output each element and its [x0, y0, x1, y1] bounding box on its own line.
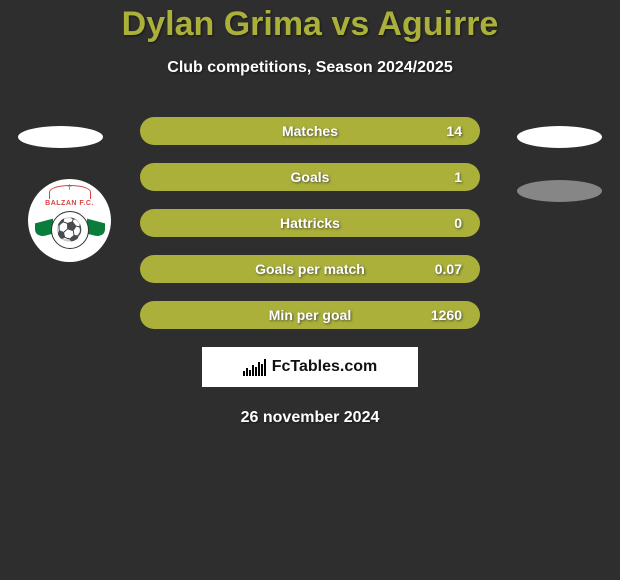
club-badge: ✝ BALZAN F.C. ⚽ — [28, 179, 111, 262]
subtitle: Club competitions, Season 2024/2025 — [0, 59, 620, 77]
stat-value: 0 — [454, 215, 462, 231]
stat-row-goals: Goals 1 — [140, 163, 480, 191]
decorative-ellipse-right-top — [517, 126, 602, 148]
stat-row-matches: Matches 14 — [140, 117, 480, 145]
stat-value: 0.07 — [435, 261, 462, 277]
stat-value: 1 — [454, 169, 462, 185]
stat-label: Matches — [282, 123, 338, 139]
stat-label: Goals — [291, 169, 330, 185]
page-title: Dylan Grima vs Aguirre — [0, 5, 620, 44]
stat-label: Goals per match — [255, 261, 365, 277]
stat-value: 14 — [446, 123, 462, 139]
stat-rows-container: Matches 14 Goals 1 Hattricks 0 Goals per… — [140, 117, 480, 329]
decorative-ellipse-right-bottom — [517, 180, 602, 202]
stat-value: 1260 — [431, 307, 462, 323]
stat-row-min-per-goal: Min per goal 1260 — [140, 301, 480, 329]
brand-text: FcTables.com — [272, 358, 378, 376]
stat-label: Min per goal — [269, 307, 351, 323]
chart-icon — [243, 358, 266, 376]
brand-box: FcTables.com — [202, 347, 418, 387]
badge-text: BALZAN F.C. — [45, 200, 94, 207]
badge-ball-icon: ⚽ — [51, 211, 89, 249]
badge-arc — [49, 185, 91, 199]
stat-row-goals-per-match: Goals per match 0.07 — [140, 255, 480, 283]
date-text: 26 november 2024 — [0, 409, 620, 427]
stat-label: Hattricks — [280, 215, 340, 231]
decorative-ellipse-left — [18, 126, 103, 148]
stat-row-hattricks: Hattricks 0 — [140, 209, 480, 237]
